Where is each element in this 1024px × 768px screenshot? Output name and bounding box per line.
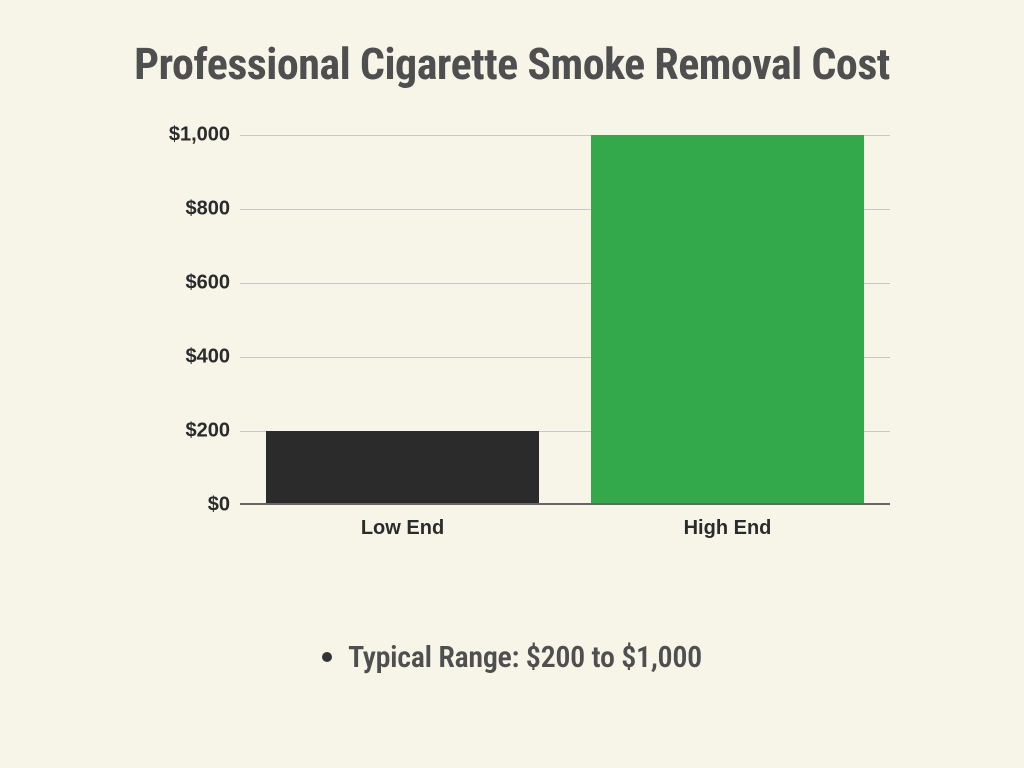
- y-tick-label: $0: [208, 494, 230, 517]
- y-tick-label: $800: [186, 198, 231, 221]
- y-tick-label: $400: [186, 346, 231, 369]
- y-tick-label: $1,000: [169, 124, 230, 147]
- bar: [266, 431, 539, 503]
- chart-title: Professional Cigarette Smoke Removal Cos…: [0, 38, 1024, 90]
- plot-area: $0$200$400$600$800$1,000Low EndHigh End: [240, 135, 890, 505]
- x-axis-label: Low End: [361, 517, 444, 540]
- footer: Typical Range: $200 to $1,000: [0, 640, 1024, 675]
- bar: [591, 135, 864, 503]
- footer-text: Typical Range: $200 to $1,000: [348, 640, 702, 675]
- x-axis-label: High End: [684, 517, 772, 540]
- y-tick-label: $200: [186, 420, 231, 443]
- bar-chart: $0$200$400$600$800$1,000Low EndHigh End: [170, 135, 890, 555]
- x-axis-line: [240, 503, 890, 505]
- bullet-icon: [322, 652, 332, 662]
- y-tick-label: $600: [186, 272, 231, 295]
